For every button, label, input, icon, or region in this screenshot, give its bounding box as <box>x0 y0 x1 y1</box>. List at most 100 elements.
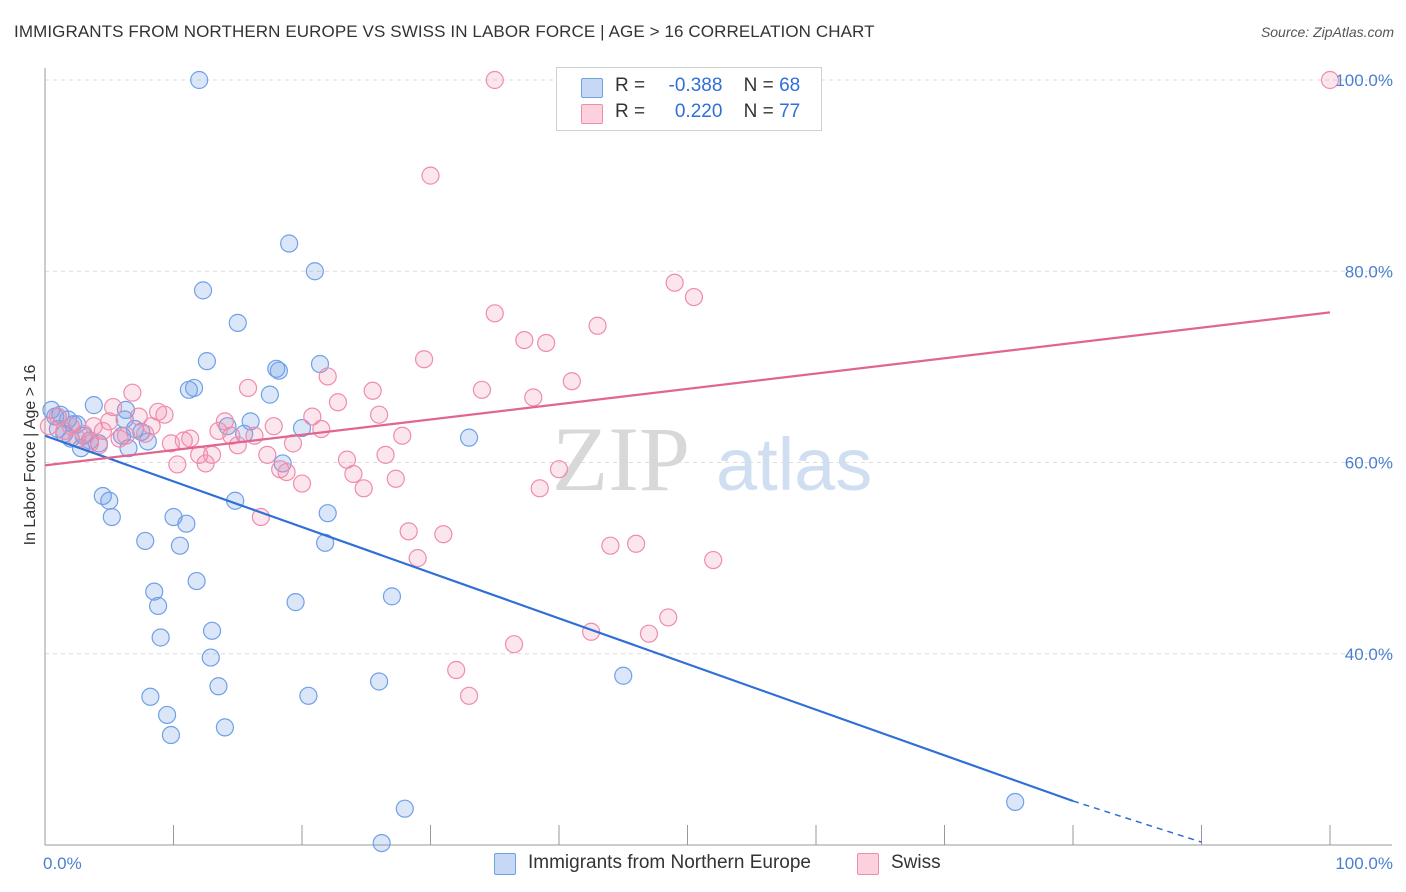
point-immigrants <box>1006 792 1025 812</box>
point-immigrants <box>201 648 220 667</box>
point-swiss <box>393 426 412 445</box>
point-swiss <box>459 686 479 705</box>
point-swiss <box>704 550 723 570</box>
point-immigrants <box>141 687 160 706</box>
point-immigrants <box>157 705 177 725</box>
point-swiss <box>104 397 123 417</box>
point-immigrants <box>395 799 414 818</box>
source-label: Source: ZipAtlas.com <box>1260 24 1394 40</box>
y-tick-label: 80.0% <box>1345 262 1393 281</box>
point-swiss <box>485 304 504 323</box>
point-swiss <box>74 424 93 443</box>
point-immigrants <box>197 352 217 371</box>
data-points <box>39 70 1340 853</box>
point-swiss <box>659 608 678 627</box>
point-immigrants <box>161 725 181 745</box>
point-immigrants <box>228 313 247 332</box>
point-swiss <box>93 421 112 441</box>
y-axis-label: In Labor Force | Age > 16 <box>22 365 39 546</box>
point-swiss <box>515 331 534 350</box>
point-swiss <box>421 166 440 185</box>
point-swiss <box>344 464 363 484</box>
point-swiss <box>386 469 405 488</box>
point-swiss <box>129 407 148 426</box>
watermark-atlas: atlas <box>716 423 872 506</box>
point-swiss <box>251 507 270 527</box>
point-immigrants <box>372 833 391 853</box>
point-swiss <box>1320 70 1340 90</box>
point-immigrants <box>218 417 237 436</box>
point-immigrants <box>136 531 155 551</box>
legend-r-value-swiss: 0.220 <box>674 101 723 122</box>
point-immigrants <box>267 359 286 378</box>
point-swiss <box>312 419 331 439</box>
point-swiss <box>684 287 704 307</box>
point-swiss <box>530 479 549 498</box>
point-swiss <box>123 383 142 402</box>
point-immigrants <box>177 514 196 533</box>
bottom-legend-swatch-immigrants <box>494 853 516 875</box>
point-swiss <box>202 445 222 464</box>
point-immigrants <box>190 70 209 90</box>
point-immigrants <box>148 596 168 616</box>
bottom-legend-label-swiss: Swiss <box>891 852 941 873</box>
point-immigrants <box>241 412 260 431</box>
point-swiss <box>277 462 296 482</box>
point-immigrants <box>193 281 213 300</box>
point-immigrants <box>145 582 164 601</box>
point-swiss <box>408 549 427 568</box>
legend-n-value-swiss: 77 <box>779 101 801 122</box>
point-swiss <box>264 417 283 436</box>
point-swiss <box>524 388 543 407</box>
point-immigrants <box>292 418 312 438</box>
point-swiss <box>376 445 395 464</box>
point-immigrants <box>184 378 204 398</box>
legend-r-label: R = <box>615 75 646 96</box>
point-immigrants <box>459 428 479 447</box>
point-immigrants <box>286 593 305 612</box>
point-swiss <box>292 474 312 493</box>
point-swiss <box>537 333 556 353</box>
point-immigrants <box>151 628 170 647</box>
point-swiss <box>238 378 258 398</box>
point-immigrants <box>305 262 324 281</box>
point-swiss <box>116 426 136 445</box>
point-swiss <box>447 660 466 680</box>
point-swiss <box>504 635 524 654</box>
point-swiss <box>601 536 620 555</box>
y-tick-label: 40.0% <box>1345 645 1393 664</box>
point-swiss <box>328 393 348 412</box>
point-immigrants <box>280 234 299 253</box>
point-immigrants <box>299 686 318 705</box>
point-immigrants <box>370 672 389 691</box>
y-tick-label: 60.0% <box>1345 454 1393 473</box>
point-swiss <box>318 367 337 386</box>
legend-n-value-immigrants: 68 <box>779 75 801 96</box>
bottom-legend-label-immigrants: Immigrants from Northern Europe <box>528 852 811 873</box>
point-swiss <box>363 381 382 400</box>
trend-lines <box>44 311 1331 843</box>
point-swiss <box>155 405 174 424</box>
watermark-zip: ZIP <box>552 408 690 510</box>
point-swiss <box>303 407 322 426</box>
legend-r-label: R = <box>615 101 646 122</box>
point-immigrants <box>614 666 633 685</box>
point-immigrants <box>269 361 288 380</box>
point-immigrants <box>102 507 121 527</box>
point-immigrants <box>215 718 234 737</box>
y-tick-label: 100.0% <box>1335 71 1393 90</box>
point-immigrants <box>318 504 337 523</box>
legend-n-label: N = <box>743 101 774 122</box>
point-swiss <box>100 412 119 431</box>
bottom-legend-swatch-swiss <box>857 853 879 875</box>
point-immigrants <box>260 385 279 404</box>
legend-r-value-immigrants: -0.388 <box>668 75 723 96</box>
x-tick-label: 100.0% <box>1335 854 1393 873</box>
legend-swatch-swiss <box>581 104 603 124</box>
point-swiss <box>626 534 646 553</box>
point-swiss <box>485 70 504 90</box>
trend-line-immigrants <box>44 434 1074 803</box>
point-swiss <box>665 273 684 292</box>
legend-n-label: N = <box>743 75 774 96</box>
